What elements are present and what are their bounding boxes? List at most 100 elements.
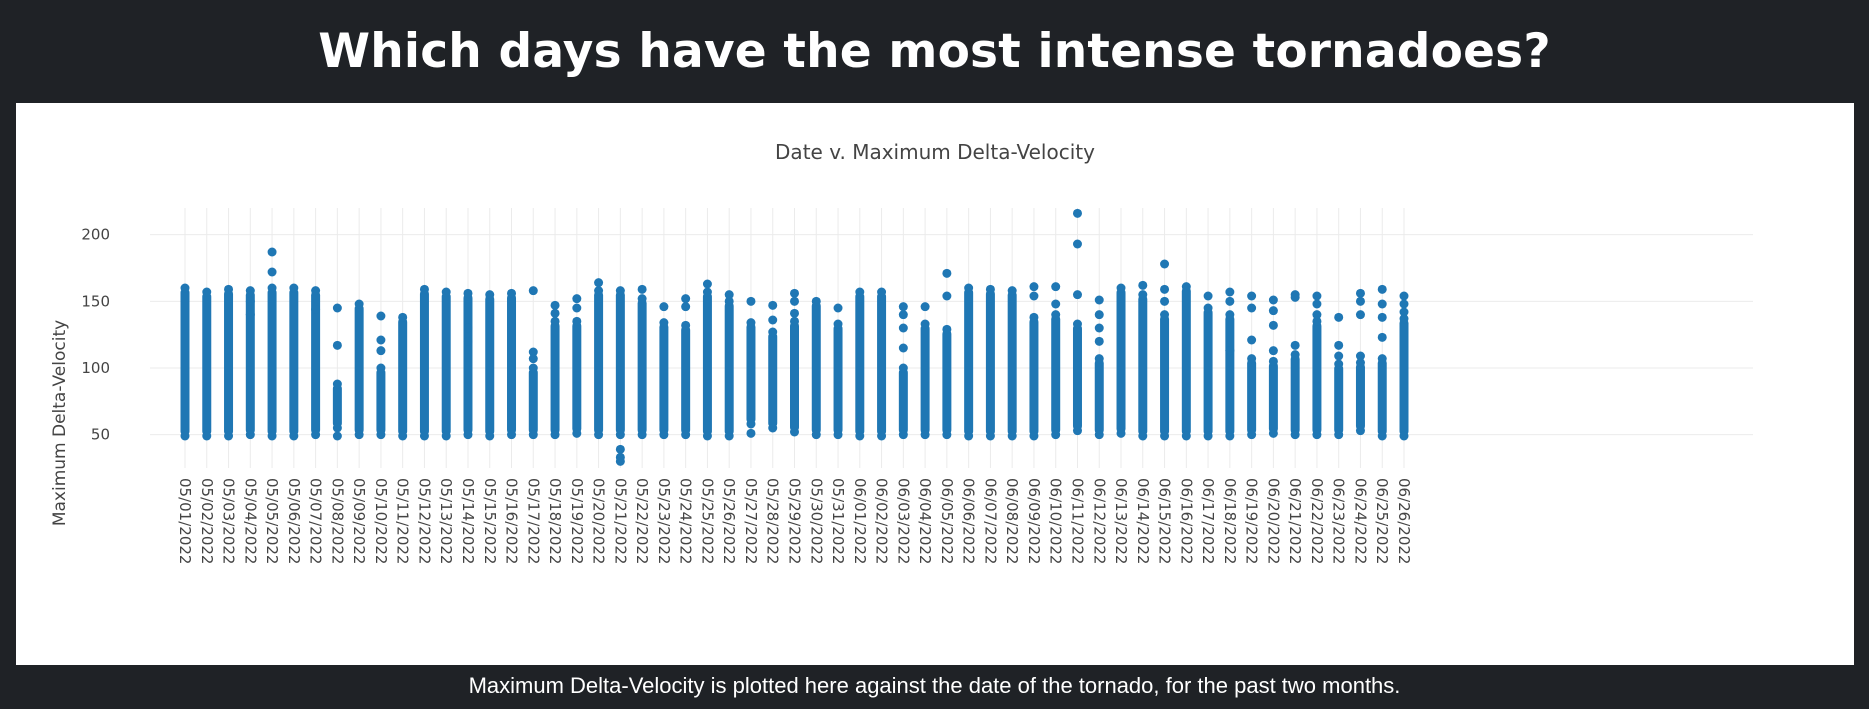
data-point xyxy=(1399,431,1409,441)
data-point xyxy=(615,444,625,454)
data-point xyxy=(1072,426,1082,436)
data-point-range xyxy=(942,329,952,435)
date-column-06/25/2022 xyxy=(1377,284,1387,441)
data-point xyxy=(1160,259,1170,269)
data-point xyxy=(790,316,799,326)
data-point xyxy=(1247,335,1257,345)
date-column-05/06/2022 xyxy=(289,283,299,441)
data-point xyxy=(1377,354,1387,364)
date-column-05/25/2022 xyxy=(702,279,712,441)
x-tick-label: 06/07/2022 xyxy=(981,478,999,564)
x-tick-label: 06/22/2022 xyxy=(1308,478,1326,564)
data-point-range xyxy=(1051,314,1061,435)
data-point xyxy=(354,299,364,309)
data-point xyxy=(202,287,212,297)
date-column-05/04/2022 xyxy=(245,286,255,440)
data-point-range xyxy=(1268,361,1278,434)
date-column-06/08/2022 xyxy=(1007,286,1017,441)
data-point xyxy=(1160,296,1170,306)
data-point xyxy=(1334,430,1344,440)
data-point xyxy=(1399,314,1409,324)
data-point xyxy=(572,428,582,438)
x-tick-label: 05/12/2022 xyxy=(415,478,433,564)
data-point xyxy=(724,296,734,306)
data-point xyxy=(1094,336,1104,346)
data-point xyxy=(833,303,843,313)
data-point xyxy=(877,287,887,297)
date-column-05/28/2022 xyxy=(768,300,778,433)
x-tick-label: 05/03/2022 xyxy=(220,478,238,564)
data-point xyxy=(354,430,364,440)
data-point xyxy=(1355,426,1365,436)
data-point xyxy=(1094,430,1104,440)
data-point-range xyxy=(441,292,451,436)
date-column-06/20/2022 xyxy=(1268,295,1278,438)
x-tick-label: 05/16/2022 xyxy=(503,478,521,564)
data-point-range xyxy=(528,368,538,435)
data-point-range xyxy=(1377,358,1387,436)
data-point xyxy=(920,319,930,329)
data-point-range xyxy=(1290,354,1300,435)
x-tick-label: 05/11/2022 xyxy=(394,478,412,564)
data-point-range xyxy=(572,321,582,434)
data-point xyxy=(659,430,669,440)
data-point-range xyxy=(768,332,778,428)
data-point xyxy=(289,283,299,293)
data-point xyxy=(659,302,669,312)
data-point xyxy=(463,323,473,333)
data-point xyxy=(1007,286,1017,296)
data-point xyxy=(528,347,538,357)
data-point xyxy=(920,430,930,440)
scatter-chart: Date v. Maximum Delta-Velocity Maximum D… xyxy=(50,140,1753,564)
x-tick-label: 06/11/2022 xyxy=(1068,478,1086,564)
data-point xyxy=(1399,291,1409,301)
data-point xyxy=(1355,288,1365,298)
chart-caption: Maximum Delta-Velocity is plotted here a… xyxy=(468,673,1401,698)
date-column-06/11/2022 xyxy=(1072,208,1082,436)
data-point xyxy=(811,430,821,440)
date-column-06/23/2022 xyxy=(1334,312,1344,440)
x-tick-label: 05/30/2022 xyxy=(807,478,825,564)
page-title: Which days have the most intense tornado… xyxy=(318,24,1551,79)
data-point xyxy=(1290,292,1300,302)
data-point-range xyxy=(419,289,429,436)
data-point-range xyxy=(1312,321,1322,435)
data-point xyxy=(1377,332,1387,342)
data-point xyxy=(615,430,625,440)
date-column-06/22/2022 xyxy=(1312,291,1322,440)
data-point xyxy=(681,320,691,330)
date-column-05/10/2022 xyxy=(376,311,386,440)
data-point-range xyxy=(964,288,974,436)
data-point xyxy=(376,363,386,373)
x-tick-label: 06/02/2022 xyxy=(873,478,891,564)
data-point xyxy=(1160,310,1170,320)
x-tick-label: 06/14/2022 xyxy=(1134,478,1152,564)
x-tick-label: 05/24/2022 xyxy=(677,478,695,564)
data-point xyxy=(1268,295,1278,305)
data-point-range xyxy=(1247,358,1257,435)
data-point xyxy=(267,431,277,441)
data-point xyxy=(550,300,560,310)
data-point xyxy=(224,431,234,441)
x-tick-label: 06/04/2022 xyxy=(916,478,934,564)
data-point xyxy=(1334,340,1344,350)
data-point xyxy=(1094,354,1104,364)
data-point-range xyxy=(1029,317,1039,436)
data-point xyxy=(1399,299,1409,309)
x-tick-label: 05/28/2022 xyxy=(764,478,782,564)
date-column-05/21/2022 xyxy=(615,286,625,466)
data-point xyxy=(1029,282,1039,292)
x-tick-label: 06/09/2022 xyxy=(1025,478,1043,564)
data-point xyxy=(1225,287,1235,297)
data-point xyxy=(1355,296,1365,306)
data-point xyxy=(637,294,647,304)
data-point xyxy=(1355,310,1365,320)
data-point xyxy=(1290,430,1300,440)
data-point xyxy=(681,294,691,304)
data-point-range xyxy=(1203,308,1213,436)
data-point-range xyxy=(463,293,473,435)
x-tick-label: 06/23/2022 xyxy=(1330,478,1348,564)
data-point xyxy=(746,296,756,306)
data-point xyxy=(202,431,212,441)
data-point-range xyxy=(1399,318,1409,436)
